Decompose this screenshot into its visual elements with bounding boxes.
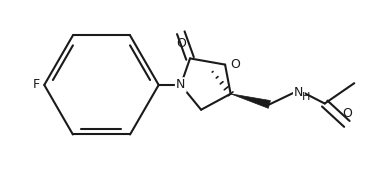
Text: O: O: [230, 58, 240, 71]
Text: N: N: [176, 78, 186, 92]
Text: N: N: [294, 86, 304, 99]
Text: F: F: [33, 78, 40, 92]
Text: O: O: [342, 107, 352, 120]
Text: O: O: [176, 37, 186, 50]
Text: H: H: [302, 92, 310, 102]
Polygon shape: [231, 94, 270, 108]
